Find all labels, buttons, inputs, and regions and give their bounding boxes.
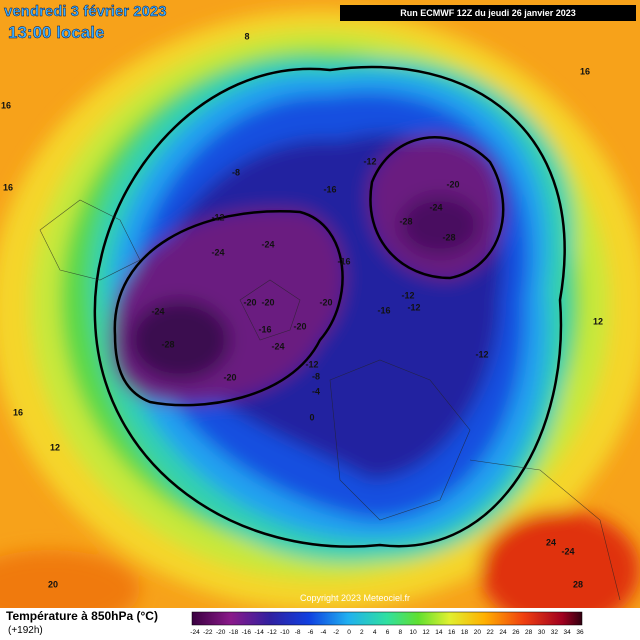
contour-label: -12	[363, 156, 376, 166]
colorbar-label: 36	[576, 629, 584, 636]
copyright: Copyright 2023 Meteociel.fr	[300, 593, 410, 603]
contour-label: 28	[573, 579, 583, 589]
contour-label: -12	[407, 302, 420, 312]
contour-label: 16	[3, 182, 13, 192]
contour-label: -24	[211, 247, 224, 257]
contour-label: -16	[337, 256, 350, 266]
contour-label: -20	[293, 321, 306, 331]
contour-label: -20	[319, 297, 332, 307]
colorbar-label: 8	[399, 629, 403, 636]
colorbar-label: -12	[267, 629, 277, 636]
colorbar-label: 32	[551, 629, 559, 636]
temperature-field	[0, 10, 640, 630]
contour-labels: -28-24-24-24-20 -20-16-24-20-20-20-16-16-…	[1, 31, 605, 616]
contour-label: -24	[429, 202, 442, 212]
contour-label: -24	[271, 341, 284, 351]
contour-label: -16	[377, 305, 390, 315]
contour-label: -20	[446, 179, 459, 189]
colorbar-label: 22	[487, 629, 495, 636]
contour-label: 16	[1, 100, 11, 110]
contour-label: 16	[13, 407, 23, 417]
contour-label: -28	[161, 339, 174, 349]
time: 13:00 locale	[8, 23, 104, 42]
contour-label: -12	[305, 359, 318, 369]
coastlines	[39, 199, 621, 601]
colorbar-label: -6	[308, 629, 314, 636]
colorbar-label: 0	[347, 629, 351, 636]
date: vendredi 3 février 2023	[4, 3, 167, 20]
contour-label: -4	[312, 386, 320, 396]
colorbar-label: -18	[229, 629, 239, 636]
contour-label: -16	[258, 324, 271, 334]
contour-label: -20	[243, 297, 256, 307]
contour-label: -8	[312, 371, 320, 381]
contour-label: 24	[546, 537, 556, 547]
colorbar-labels: -24 -22 -20 -18 -16 -14 -12 -10 -8 -6 -4 -2 0 2 4 6 8 10 1…	[190, 629, 584, 636]
colorbar-label: 24	[499, 629, 507, 636]
colorbar-label: -16	[242, 629, 252, 636]
contour-label: 12	[593, 316, 603, 326]
colorbar-label: -8	[295, 629, 301, 636]
contour-label: 12	[50, 442, 60, 452]
colorbar-label: -4	[320, 629, 326, 636]
contour-label: -28	[442, 232, 455, 242]
colorbar-label: 28	[525, 629, 533, 636]
colorbar-label: 6	[386, 629, 390, 636]
colorbar-label: 14	[435, 629, 443, 636]
colorbar-label: -10	[280, 629, 290, 636]
contour-label: 16	[580, 66, 590, 76]
contour-label: -24	[561, 546, 574, 556]
contour-label: 0	[309, 412, 314, 422]
colorbar-label: 20	[474, 629, 482, 636]
colorbar-label: -2	[333, 629, 339, 636]
contour-label: -16	[323, 184, 336, 194]
contour-label: -20	[261, 297, 274, 307]
colorbar-label: -20	[216, 629, 226, 636]
colorbar-label: -14	[254, 629, 264, 636]
colorbar-label: 10	[410, 629, 418, 636]
colorbar-label: -22	[203, 629, 213, 636]
colorbar-label: 4	[373, 629, 377, 636]
contour-label: -8	[232, 167, 240, 177]
contour-label: -12	[401, 290, 414, 300]
colorbar	[191, 611, 583, 626]
contour-label: -24	[151, 306, 164, 316]
contour-label: -12	[475, 349, 488, 359]
colorbar-label: 16	[448, 629, 456, 636]
contour-label: -20	[223, 372, 236, 382]
colorbar-label: 26	[512, 629, 520, 636]
contour-label: -24	[261, 239, 274, 249]
run-info: Run ECMWF 12Z du jeudi 26 janvier 2023	[400, 8, 576, 18]
contour-label: 8	[244, 31, 249, 41]
contour-label: -28	[399, 216, 412, 226]
legend-title: Température à 850hPa (°C)	[6, 609, 158, 623]
contour-label: -12	[211, 212, 224, 222]
lead-time: (+192h)	[8, 625, 43, 636]
colorbar-label: 34	[564, 629, 572, 636]
colorbar-label: 18	[461, 629, 469, 636]
run-box	[340, 5, 636, 21]
contour-label: 20	[48, 579, 58, 589]
colorbar-label: 2	[360, 629, 364, 636]
contour-lines	[93, 65, 566, 548]
colorbar-label: 12	[422, 629, 430, 636]
colorbar-label: -24	[190, 629, 200, 636]
colorbar-label: 30	[538, 629, 546, 636]
